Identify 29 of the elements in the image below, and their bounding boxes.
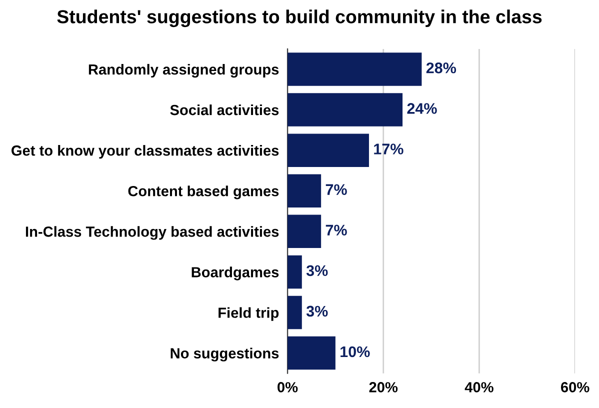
bar: [288, 255, 302, 289]
y-tick-label: No suggestions: [170, 348, 279, 362]
y-tick-label: Randomly assigned groups: [88, 64, 279, 78]
data-label: 3%: [306, 306, 328, 317]
x-tick-label: 60%: [560, 382, 590, 392]
bar: [288, 134, 369, 167]
bar: [288, 214, 322, 248]
data-label: 3%: [306, 265, 328, 276]
y-tick-label: Social activities: [170, 104, 279, 116]
bar: [288, 52, 422, 86]
y-tick-label: Boardgames: [192, 266, 279, 280]
x-tick-label: 0%: [278, 382, 298, 392]
chart-title: Students' suggestions to build community in the class: [57, 10, 542, 28]
data-label: 28%: [426, 62, 456, 74]
data-label: 10%: [340, 346, 370, 358]
data-label: 7%: [326, 184, 347, 195]
x-tick-label: 20%: [369, 382, 398, 392]
bar: [288, 296, 302, 330]
bar: [288, 336, 336, 370]
y-tick-label: In-Class Technology based activities: [26, 226, 279, 240]
y-tick-label: Get to know your classmates activities: [12, 145, 279, 159]
data-label: 24%: [407, 103, 437, 114]
bar: [288, 174, 322, 208]
y-tick-label: Field trip: [218, 307, 279, 321]
y-tick-label: Content based games: [128, 186, 279, 200]
data-label: 17%: [374, 144, 404, 154]
data-label: 7%: [326, 224, 347, 236]
bar: [288, 93, 403, 126]
x-tick-label: 40%: [464, 382, 494, 392]
